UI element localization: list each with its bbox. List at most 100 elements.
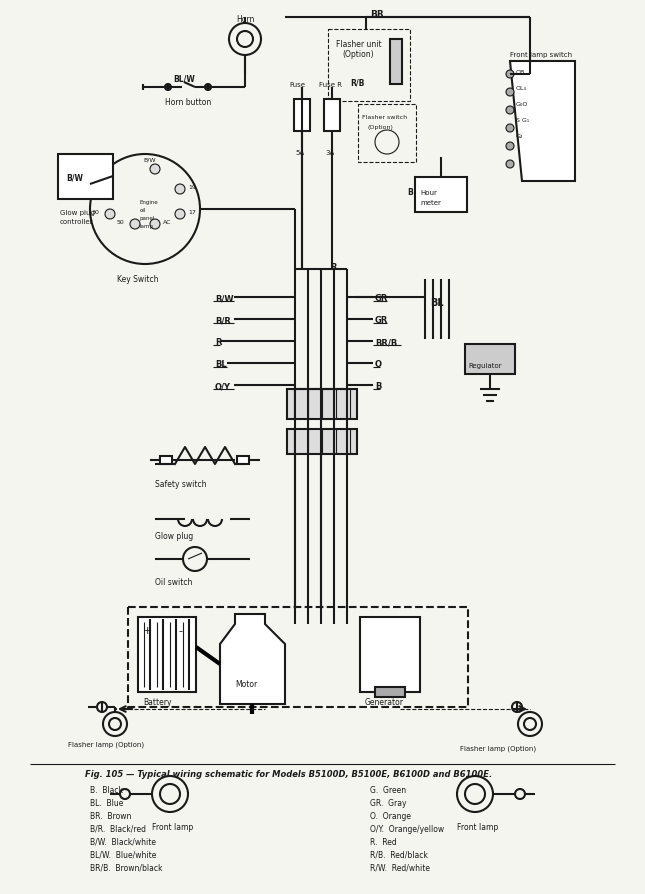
Text: Glow plug: Glow plug <box>60 210 95 215</box>
Bar <box>237 457 249 465</box>
Text: Oil switch: Oil switch <box>155 578 192 586</box>
Circle shape <box>105 210 115 220</box>
Text: BL.  Blue: BL. Blue <box>90 798 123 807</box>
Bar <box>160 457 172 465</box>
Text: Generator: Generator <box>365 697 404 706</box>
Text: Key Switch: Key Switch <box>117 274 159 283</box>
Text: AC: AC <box>163 220 172 224</box>
Text: BR/B.  Brown/black: BR/B. Brown/black <box>90 863 163 872</box>
Text: 50: 50 <box>117 220 124 224</box>
Circle shape <box>205 85 211 91</box>
Text: Fuse: Fuse <box>289 82 305 88</box>
Text: BR.  Brown: BR. Brown <box>90 811 132 820</box>
Text: G₀O: G₀O <box>516 102 528 107</box>
Text: Flasher lamp (Option): Flasher lamp (Option) <box>460 744 536 751</box>
Text: Fig. 105 — Typical wiring schematic for Models B5100D, B5100E, B6100D and B6100E: Fig. 105 — Typical wiring schematic for … <box>85 769 492 778</box>
Text: Flasher unit: Flasher unit <box>336 40 382 49</box>
Text: Motor: Motor <box>235 679 257 688</box>
Text: Front lamp: Front lamp <box>152 822 194 831</box>
Text: B.  Black: B. Black <box>90 785 123 794</box>
Circle shape <box>165 85 171 91</box>
Text: lamp: lamp <box>140 224 154 229</box>
Text: Front lamp: Front lamp <box>457 822 498 831</box>
Text: B: B <box>375 382 381 391</box>
Bar <box>390 40 402 85</box>
Circle shape <box>506 71 514 79</box>
Text: (Option): (Option) <box>368 125 394 130</box>
Bar <box>294 100 310 131</box>
Text: (Option): (Option) <box>342 50 373 59</box>
Circle shape <box>150 220 160 230</box>
Text: 5A: 5A <box>295 150 304 156</box>
Text: 17: 17 <box>188 210 196 215</box>
Bar <box>360 618 420 692</box>
Text: +: + <box>143 625 152 636</box>
Polygon shape <box>510 62 575 181</box>
Text: 3A: 3A <box>325 150 334 156</box>
Text: B/W: B/W <box>66 173 83 181</box>
Text: Safety switch: Safety switch <box>155 479 206 488</box>
Bar <box>358 105 416 163</box>
Text: O: O <box>375 359 382 368</box>
Text: Engine: Engine <box>140 199 159 205</box>
Text: BR: BR <box>370 10 384 19</box>
Text: G.  Green: G. Green <box>370 785 406 794</box>
Bar <box>287 390 357 419</box>
Bar <box>128 607 468 707</box>
Text: Flasher switch: Flasher switch <box>362 114 407 120</box>
Text: Flasher lamp (Option): Flasher lamp (Option) <box>68 741 144 747</box>
Text: 30: 30 <box>92 210 100 215</box>
Bar <box>415 178 467 213</box>
Text: Horn button: Horn button <box>165 97 212 107</box>
Text: meter: meter <box>420 199 441 206</box>
Text: R: R <box>215 338 221 347</box>
Bar <box>324 100 340 131</box>
Text: BL: BL <box>430 298 444 308</box>
Text: Regulator: Regulator <box>468 363 502 368</box>
Text: GR: GR <box>375 293 388 303</box>
Text: R/W.  Red/white: R/W. Red/white <box>370 863 430 872</box>
Text: O/Y.  Orange/yellow: O/Y. Orange/yellow <box>370 824 444 833</box>
Bar <box>465 344 515 375</box>
Text: B: B <box>407 188 413 197</box>
Bar <box>58 155 113 199</box>
Text: GR.  Gray: GR. Gray <box>370 798 406 807</box>
Text: 19: 19 <box>188 185 196 190</box>
Circle shape <box>506 107 514 114</box>
Circle shape <box>150 164 160 175</box>
Text: oil: oil <box>140 207 146 213</box>
Text: B/W: B/W <box>215 293 233 303</box>
Text: B/R.  Black/red: B/R. Black/red <box>90 824 146 833</box>
Text: O.  Orange: O. Orange <box>370 811 411 820</box>
Circle shape <box>175 185 185 195</box>
Text: Fuse R: Fuse R <box>319 82 342 88</box>
Text: controller: controller <box>60 219 94 224</box>
Circle shape <box>506 125 514 133</box>
Bar <box>328 30 410 102</box>
Text: BR/B: BR/B <box>375 338 397 347</box>
Circle shape <box>130 220 140 230</box>
Text: S G₁: S G₁ <box>516 118 530 122</box>
Text: BL: BL <box>215 359 226 368</box>
Text: BL/W.  Blue/white: BL/W. Blue/white <box>90 850 156 859</box>
Circle shape <box>506 143 514 151</box>
Bar <box>287 429 357 454</box>
Text: B/W: B/W <box>144 156 156 162</box>
Text: panel: panel <box>140 215 155 221</box>
Text: B/R: B/R <box>215 316 231 325</box>
Text: GR: GR <box>375 316 388 325</box>
Text: Hour: Hour <box>420 190 437 196</box>
Text: Front lamp switch: Front lamp switch <box>510 52 572 58</box>
Bar <box>138 618 196 692</box>
Text: Horn: Horn <box>236 15 254 24</box>
Text: G₂: G₂ <box>516 134 523 139</box>
Text: OL₄: OL₄ <box>516 86 527 91</box>
Text: B/W.  Black/white: B/W. Black/white <box>90 837 156 846</box>
Text: R/B.  Red/black: R/B. Red/black <box>370 850 428 859</box>
Text: O/Y: O/Y <box>215 382 231 391</box>
Circle shape <box>506 161 514 169</box>
Text: BL/W: BL/W <box>173 74 195 83</box>
Text: OB: OB <box>516 70 525 75</box>
Text: R.  Red: R. Red <box>370 837 397 846</box>
Bar <box>375 687 405 697</box>
